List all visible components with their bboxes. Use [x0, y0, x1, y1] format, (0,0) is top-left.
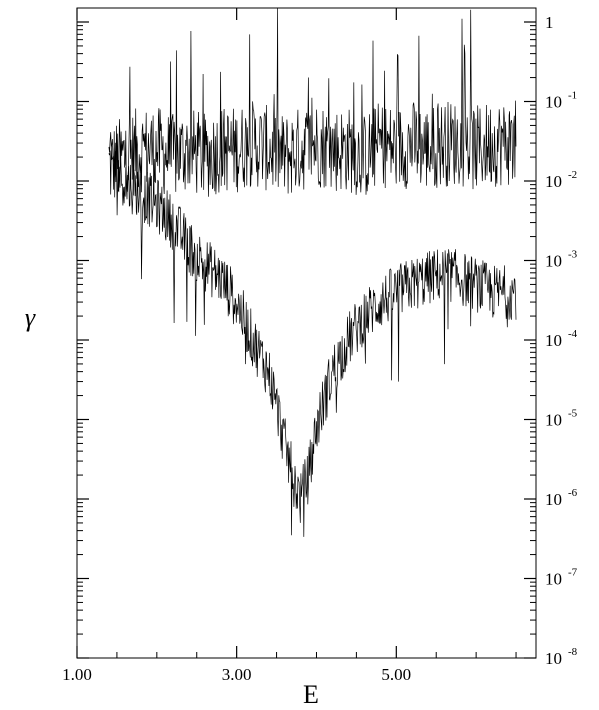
- minor-ticks: [77, 25, 536, 658]
- y-tick-label: 10 -1: [545, 89, 577, 111]
- x-tick-labels: 1.00 3.00 5.00: [62, 665, 411, 684]
- major-ticks: [76, 8, 536, 659]
- y-tick-label: 10 -8: [545, 646, 578, 668]
- x-tick-label: 1.00: [62, 665, 92, 684]
- y-tick-label: 10 -3: [545, 248, 578, 270]
- series-line-2: [108, 132, 517, 537]
- series-layer: [108, 7, 517, 537]
- x-axis-title: E: [303, 680, 319, 709]
- y-tick-label: 1: [545, 13, 554, 32]
- y-tick-label: 10 -6: [545, 487, 578, 509]
- plot-frame: [76, 7, 537, 659]
- y-tick-label: 10 -4: [545, 328, 578, 350]
- x-tick-label: 5.00: [381, 665, 411, 684]
- y-axis-title: γ: [25, 303, 36, 332]
- y-tick-label: 10 -7: [545, 566, 578, 588]
- series-line-1: [108, 7, 517, 200]
- y-tick-label: 10 -5: [545, 407, 578, 429]
- y-tick-label: 10 -2: [545, 169, 577, 191]
- x-tick-label: 3.00: [222, 665, 252, 684]
- y-tick-labels: 10 -8 10 -7 10 -6 10 -5 10 -4 10 -3 10 -2 10 -1 1: [545, 13, 578, 668]
